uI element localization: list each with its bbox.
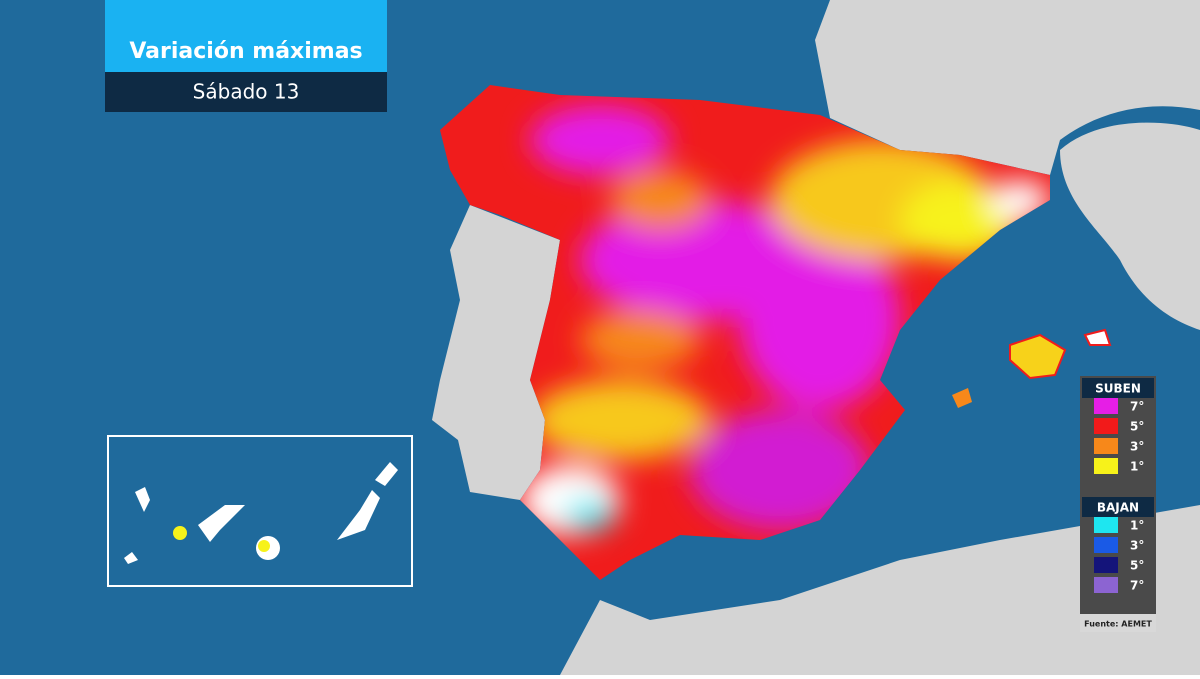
title-box bbox=[105, 0, 387, 72]
legend: SUBEN 7° 5° 3° 1° BAJAN 1° 3° 5° 7° Fuente: AEMET bbox=[1080, 376, 1156, 632]
legend-swatch bbox=[1094, 577, 1118, 593]
legend-label: 3° bbox=[1130, 440, 1144, 454]
source: Fuente: AEMET bbox=[1084, 620, 1152, 629]
legend-swatch bbox=[1094, 557, 1118, 573]
france bbox=[815, 0, 1200, 175]
legend-header bbox=[1082, 497, 1154, 517]
legend-label: 1° bbox=[1130, 460, 1144, 474]
legend-swatch bbox=[1094, 438, 1118, 454]
africa bbox=[560, 505, 1200, 675]
canary-islands bbox=[124, 462, 398, 564]
legend-header bbox=[1082, 378, 1154, 398]
legend-title: SUBEN bbox=[1095, 382, 1141, 396]
legend-swatch bbox=[1094, 458, 1118, 474]
title: Variación máximas bbox=[129, 39, 362, 64]
legend-label: 1° bbox=[1130, 519, 1144, 533]
legend-swatch bbox=[1094, 398, 1118, 414]
island-land bbox=[1060, 122, 1200, 330]
legend-label: 3° bbox=[1130, 539, 1144, 553]
mallorca bbox=[1009, 333, 1067, 380]
ibiza bbox=[952, 388, 972, 408]
subtitle: Sábado 13 bbox=[193, 80, 300, 104]
menorca bbox=[1083, 328, 1112, 346]
legend-swatch bbox=[1094, 517, 1118, 533]
legend-swatch bbox=[1094, 418, 1118, 434]
variation-field bbox=[520, 105, 1050, 535]
canary-inset bbox=[107, 435, 413, 587]
legend-title: BAJAN bbox=[1097, 501, 1139, 515]
source-box bbox=[1080, 614, 1156, 632]
legend-label: 5° bbox=[1130, 420, 1144, 434]
portugal bbox=[432, 205, 560, 500]
legend-label: 7° bbox=[1130, 400, 1144, 414]
legend-swatch bbox=[1094, 537, 1118, 553]
subtitle-box bbox=[105, 72, 387, 112]
legend-label: 5° bbox=[1130, 559, 1144, 573]
legend-label: 7° bbox=[1130, 579, 1144, 593]
